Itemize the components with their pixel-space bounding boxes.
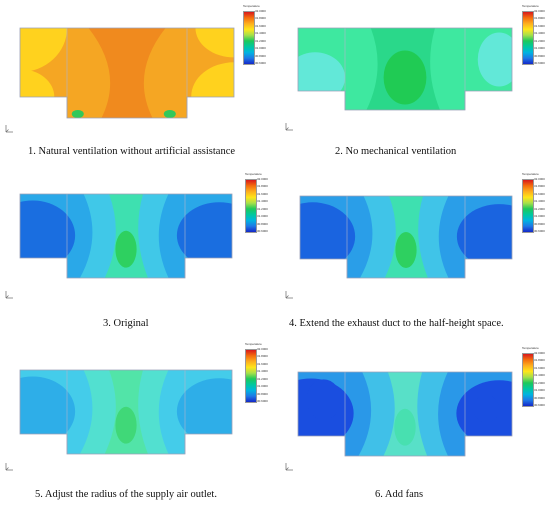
legend-tick-label: 31.8000	[534, 358, 545, 363]
legend-tick-label: 31.4000	[257, 369, 268, 374]
contour-plot-5	[19, 369, 233, 455]
color-scale-bar	[245, 179, 257, 233]
legend-tick-label: 30.8000	[534, 221, 545, 226]
caption-3: 3. Original	[103, 318, 149, 329]
legend-title: Temperature	[245, 342, 262, 346]
legend-tick-label: 31.4000	[257, 199, 268, 204]
caption-6: 6. Add fans	[375, 489, 424, 500]
legend-tick-label: 31.2000	[255, 38, 266, 43]
legend-tick-label: 30.8000	[534, 53, 545, 58]
legend-tick-label: 30.6000	[257, 229, 268, 233]
legend-tick-label: 31.8000	[257, 354, 268, 359]
legend-tick-label: 32.0000	[255, 9, 266, 13]
legend-tick-label: 32.0000	[257, 347, 268, 351]
axes-triad-icon	[5, 463, 13, 471]
color-scale-bar	[243, 11, 255, 65]
legend-tick-label: 30.6000	[534, 229, 545, 233]
caption-1: 1. Natural ventilation without artificia…	[28, 146, 236, 157]
legend-tick-label: 30.8000	[257, 391, 268, 396]
axes-triad-icon	[285, 123, 293, 131]
legend-tick-label: 31.6000	[255, 23, 266, 28]
legend-tick-label: 31.0000	[257, 384, 268, 389]
legend-tick-label: 31.8000	[257, 184, 268, 189]
legend-tick-label: 31.2000	[257, 376, 268, 381]
caption-2: 2. No mechanical ventilation	[335, 146, 457, 157]
legend-tick-label: 31.4000	[255, 31, 266, 36]
contour-plot-1	[19, 27, 235, 119]
legend-tick-label: 31.6000	[257, 191, 268, 196]
axes-triad-icon	[5, 291, 13, 299]
legend-tick-label: 31.6000	[534, 23, 545, 28]
legend-tick-label: 31.6000	[257, 361, 268, 366]
legend-tick-label: 32.0000	[257, 177, 268, 181]
color-scale-bar	[522, 353, 534, 407]
axes-triad-icon	[5, 125, 13, 133]
legend-tick-label: 31.6000	[534, 365, 545, 370]
legend-tick-label: 30.6000	[534, 403, 545, 407]
legend-title: Temperature	[522, 172, 539, 176]
legend-tick-label: 32.0000	[534, 177, 545, 181]
legend-tick-label: 31.4000	[534, 199, 545, 204]
legend-tick-label: 30.6000	[534, 61, 545, 65]
color-scale-bar	[522, 179, 534, 233]
legend-title: Temperature	[245, 172, 262, 176]
legend-tick-label: 31.0000	[534, 214, 545, 219]
contour-plot-6	[297, 371, 513, 457]
legend-tick-label: 31.0000	[255, 46, 266, 51]
legend-tick-label: 31.8000	[255, 16, 266, 21]
legend-tick-label: 31.2000	[257, 206, 268, 211]
legend-tick-label: 31.4000	[534, 31, 545, 36]
legend-tick-label: 30.8000	[534, 395, 545, 400]
legend-tick-label: 30.6000	[255, 61, 266, 65]
legend-tick-label: 31.6000	[534, 191, 545, 196]
contour-plot-3	[19, 193, 233, 279]
legend-tick-label: 30.6000	[257, 399, 268, 403]
caption-5: 5. Adjust the radius of the supply air o…	[35, 489, 217, 500]
legend-tick-label: 31.8000	[534, 16, 545, 21]
legend-tick-label: 32.0000	[534, 351, 545, 355]
legend-tick-label: 31.2000	[534, 206, 545, 211]
legend-tick-label: 31.4000	[534, 373, 545, 378]
legend-tick-label: 31.8000	[534, 184, 545, 189]
contour-plot-4	[299, 195, 513, 279]
caption-4: 4. Extend the exhaust duct to the half-h…	[289, 318, 504, 329]
legend-tick-label: 31.2000	[534, 380, 545, 385]
legend-tick-label: 31.0000	[534, 46, 545, 51]
axes-triad-icon	[285, 291, 293, 299]
legend-tick-label: 31.2000	[534, 38, 545, 43]
color-scale-bar	[522, 11, 534, 65]
legend-title: Temperature	[522, 4, 539, 8]
color-scale-bar	[245, 349, 257, 403]
legend-title: Temperature	[522, 346, 539, 350]
legend-tick-label: 30.8000	[255, 53, 266, 58]
legend-title: Temperature	[243, 4, 260, 8]
legend-tick-label: 32.0000	[534, 9, 545, 13]
legend-tick-label: 31.0000	[534, 388, 545, 393]
legend-tick-label: 30.8000	[257, 221, 268, 226]
axes-triad-icon	[285, 463, 293, 471]
legend-tick-label: 31.0000	[257, 214, 268, 219]
contour-plot-2	[297, 27, 513, 111]
